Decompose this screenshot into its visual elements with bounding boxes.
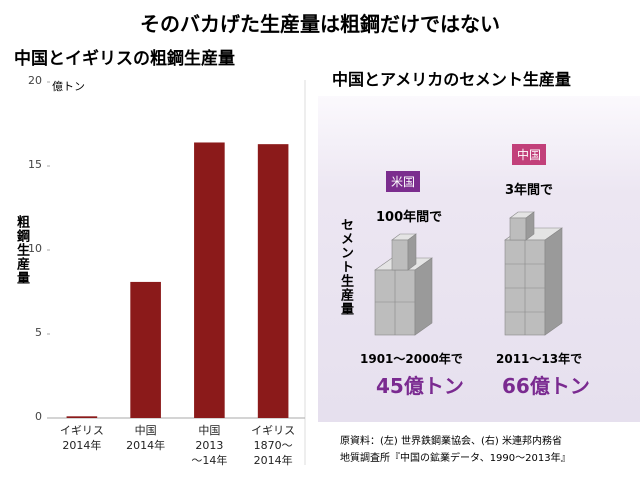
y-tick-label: 0 (35, 410, 42, 423)
x-tick-label: 中国 2014年 (126, 424, 166, 452)
source: 原資料：(左) 世界鉄鋼業協会、(右) 米連邦内務省 (340, 436, 562, 447)
x-tick-label: イギリス 1870～ 2014年 (251, 424, 296, 467)
source: 地質調査所『中国の鉱業データ、1990～2013年』 (340, 453, 571, 464)
x-tick-label: 中国 2013 ～14年 (191, 424, 228, 467)
y-axis-label: 粗鋼生産量 (14, 215, 29, 285)
y-tick-label: 5 (35, 326, 42, 339)
us-years: 1901～2000年で (360, 352, 463, 366)
china-tag: 中国 (512, 144, 547, 165)
bar (130, 281, 161, 418)
bar (257, 144, 289, 418)
bar (66, 416, 98, 418)
china-years: 2011～13年で (496, 352, 583, 366)
y-tick-label: 15 (28, 158, 42, 171)
y-unit: 億トン (52, 80, 85, 93)
panel-ylabel: セメント生産量 (338, 218, 353, 316)
x-tick-label: イギリス 2014年 (59, 424, 104, 452)
panel-bg (318, 96, 640, 422)
china-amount: 66億トン (502, 374, 590, 398)
us-period: 100年間で (376, 210, 443, 225)
chart-title: 中国とイギリスの粗鋼生産量 (14, 49, 235, 69)
y-tick-label: 10 (28, 242, 42, 255)
us-cubes (374, 233, 433, 336)
china-period: 3年間で (505, 183, 554, 198)
us-amount: 45億トン (376, 374, 464, 398)
main-title: そのバカげた生産量は粗鋼だけではない (140, 12, 500, 36)
bar (194, 142, 225, 419)
china-cubes (504, 211, 563, 336)
panel-title: 中国とアメリカのセメント生産量 (332, 70, 571, 89)
us-tag: 米国 (386, 171, 421, 192)
y-tick-label: 20 (28, 74, 42, 87)
